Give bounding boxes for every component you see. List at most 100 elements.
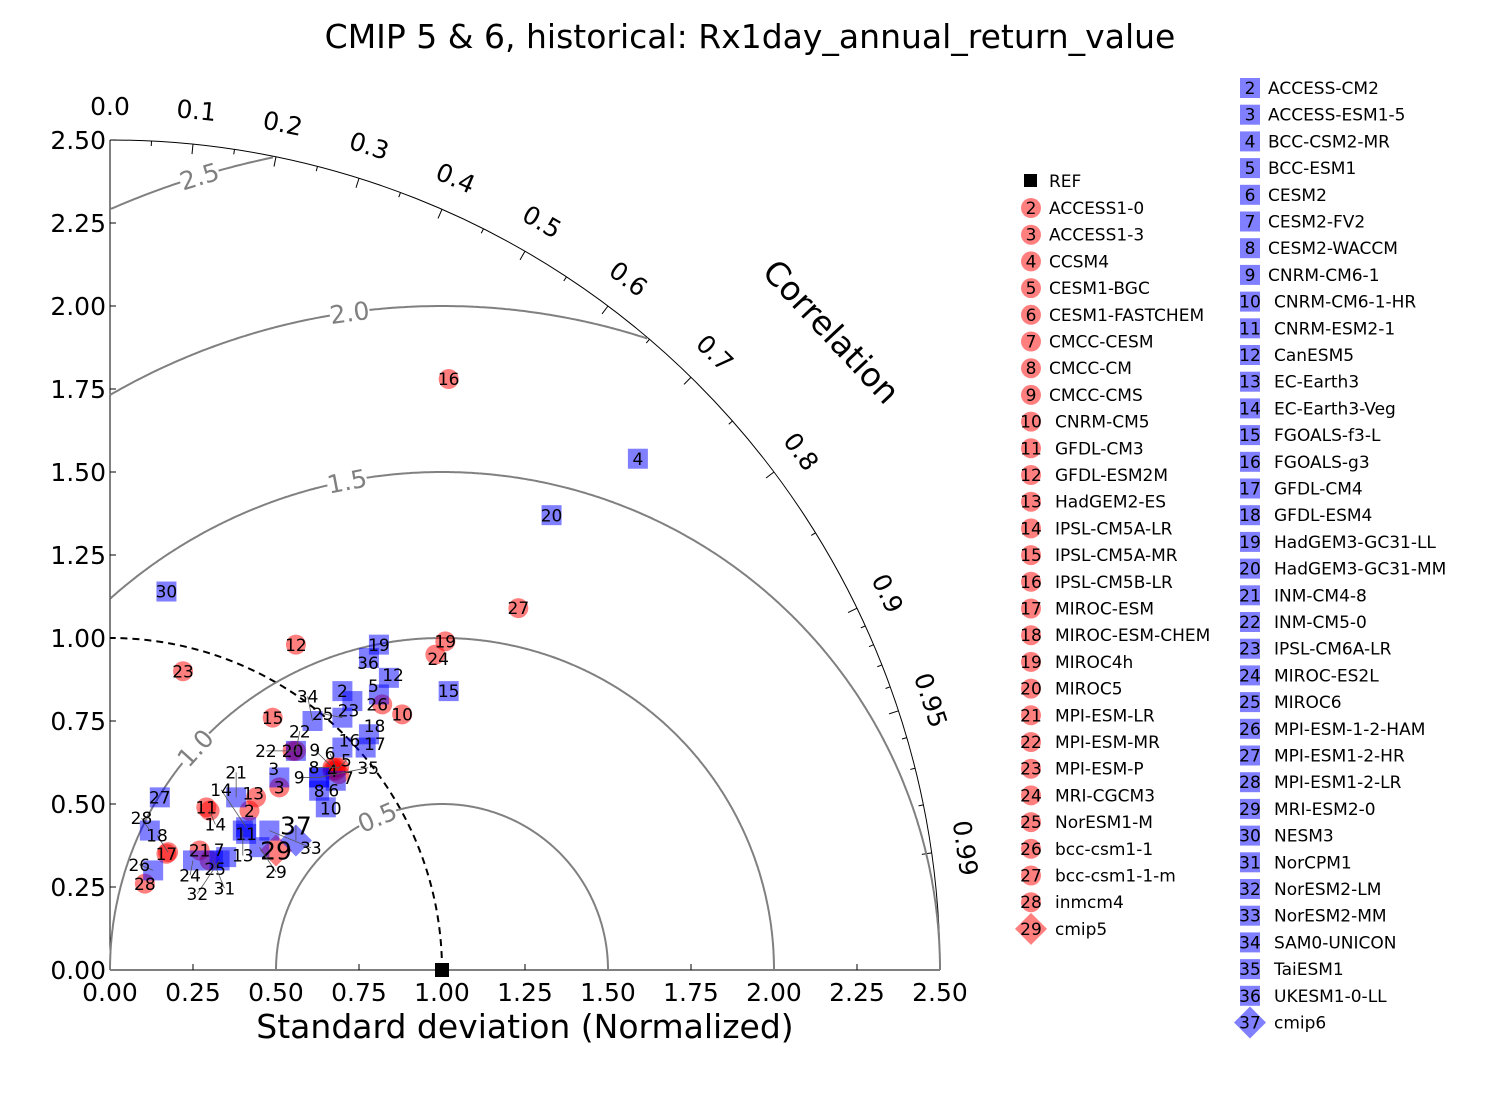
legend-label: FGOALS-g3 [1274,453,1370,473]
legend-marker [1021,785,1041,806]
correlation-tick-label: 0.7 [690,329,739,378]
legend-label: cmip6 [1274,1014,1326,1034]
legend-label: NorESM2-MM [1274,907,1387,927]
cmip6-point-label: 14 [210,781,232,801]
legend-marker [1021,224,1041,245]
cmip5-point-label: 20 [282,742,304,762]
cmip6-point-label: 10 [320,799,342,819]
cmip6-point-label: 12 [382,666,404,686]
legend-marker [1021,892,1041,913]
legend-label: HadGEM3-GC31-MM [1274,560,1446,580]
legend-marker [1240,531,1260,552]
x-tick-label: 2.50 [912,978,968,1007]
legend-id: 24 [1020,786,1042,806]
legend-label: CCSM4 [1049,252,1109,272]
cmip5-point-label: 14 [205,816,227,836]
legend-id: 23 [1239,640,1261,660]
legend-marker [1240,638,1260,659]
cmip6-point-label: 33 [300,839,322,859]
cmip5-point-marker [262,707,283,728]
cmip6-point-label: 35 [357,759,379,779]
legend-item-cmip6: 21 INM-CM4-8 [1239,585,1367,606]
legend-label: INM-CM5-0 [1274,613,1367,633]
legend-marker [1240,612,1260,632]
cmip6-point-label: 13 [232,847,254,867]
rms-contour-label: 0.5 [353,797,401,839]
cmip5-point-label: 12 [285,636,307,656]
cmip5-point-label: 6 [325,745,336,765]
legend-id: 19 [1020,653,1042,673]
x-tick-label: 1.00 [414,978,470,1007]
correlation-tick-label: 0.5 [517,200,566,245]
legend-item-cmip6: 20 HadGEM3-GC31-MM [1239,558,1446,580]
legend-label: CNRM-CM6-1-HR [1274,293,1416,313]
cmip6-point-marker [358,724,379,745]
correlation-minor-tick [868,644,874,648]
legend-marker [1240,825,1260,846]
legend-item-cmip5: 18 MIROC-ESM-CHEM [1020,625,1210,646]
legend-label: GFDL-CM4 [1274,480,1363,500]
legend-item-cmip6: 6 CESM2 [1240,184,1327,206]
correlation-tick-label: 0.6 [604,256,653,303]
legend-item-cmip6: 29 MRI-ESM2-0 [1239,798,1376,820]
legend-id: 4 [1245,132,1256,152]
legend-label: CESM1-BGC [1049,279,1150,299]
correlation-tick [191,144,194,155]
legend-marker [1240,78,1260,98]
legend-item-cmip5: 6 CESM1-FASTCHEM [1021,304,1204,326]
cmip5-point-label: 25 [204,860,226,880]
cmip6-point-label: 21 [225,763,247,783]
correlation-minor-tick [811,532,816,536]
legend-marker [1240,932,1260,953]
legend-label: MPI-ESM1-2-LR [1274,773,1402,793]
legend-marker [1240,264,1260,285]
legend-marker [1240,158,1260,179]
legend-id: 13 [1020,493,1042,513]
legend-id: 3 [1026,226,1037,246]
legend-item-cmip5: 15 IPSL-CM5A-MR [1020,545,1178,566]
legend-label: HadGEM2-ES [1055,493,1166,513]
legend-label: IPSL-CM5A-LR [1055,519,1173,539]
correlation-tick [355,178,360,188]
legend-marker [1240,425,1260,446]
legend-id: 6 [1026,306,1037,326]
cmip5-point-label: 7 [343,769,354,789]
legend-item-cmip6: 35 TaiESM1 [1239,959,1344,980]
legend-id: 22 [1239,613,1261,633]
legend-marker [1021,571,1041,592]
x-tick-label: 0.25 [165,978,221,1007]
correlation-tick [847,607,858,614]
data-point-labels: 2937234567891011121314151617181920212223… [128,370,643,905]
correlation-label: Correlation [755,252,908,412]
y-tick-label: 1.75 [50,375,106,404]
legend-label: CESM2-WACCM [1268,239,1398,259]
legend-id: 14 [1239,399,1261,419]
legend-marker [1240,798,1260,819]
legend-item-cmip6: 34 SAM0-UNICON [1239,932,1397,953]
legend-id: 23 [1020,760,1042,780]
cmip6-point-label: 11 [235,825,257,845]
cmip5-point-label: 24 [427,650,449,670]
legend-id: 35 [1239,960,1261,980]
legend-id: 26 [1020,840,1042,860]
legend-item-cmip6: 12 CanESM5 [1239,345,1354,366]
legend-item-cmip6: 4 BCC-CSM2-MR [1240,131,1390,152]
legend-label: bcc-csm1-1 [1055,840,1153,860]
cmip6-point-label: 23 [338,701,360,721]
legend-id: 18 [1239,506,1261,526]
x-tick-label: 0.50 [248,978,304,1007]
legend-item-ref: REF [1024,172,1081,192]
legend-label: ACCESS1-3 [1049,226,1144,246]
rms-label: 2.5 [176,157,223,196]
correlation-tick [437,209,443,219]
legend-id: 29 [1239,800,1261,820]
legend-item-cmip5: 2 ACCESS1-0 [1021,198,1144,219]
legend-item-cmip5: 24 MRI-CGCM3 [1020,785,1155,806]
cmip6-point-label: 5 [368,677,379,697]
cmip6-point-label: 25 [312,705,334,725]
legend-id: 21 [1239,586,1261,606]
cmip5-point-label: 23 [172,662,194,682]
legend-id: 29 [1020,920,1042,940]
legend-item-cmip6: 32 NorESM2-LM [1239,879,1381,900]
x-tick-label: 1.25 [497,978,553,1007]
